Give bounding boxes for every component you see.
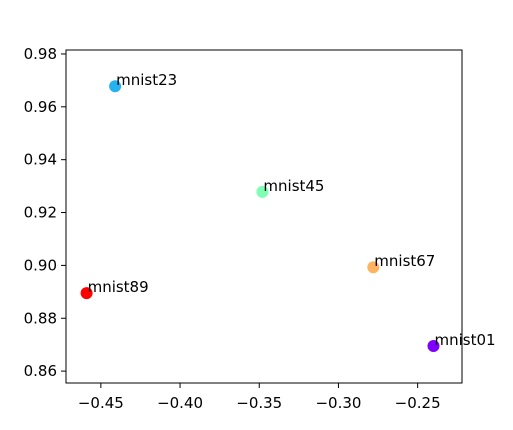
point-label-mnist67: mnist67	[374, 252, 435, 270]
data-point-mnist45	[256, 185, 269, 198]
x-tick-label: −0.35	[236, 394, 282, 412]
point-label-mnist89: mnist89	[88, 278, 149, 296]
y-tick-label: 0.90	[24, 256, 57, 274]
y-tick-label: 0.94	[24, 151, 57, 169]
point-label-mnist01: mnist01	[434, 331, 495, 349]
data-point-mnist01	[427, 340, 440, 352]
data-point-mnist89	[80, 287, 93, 300]
data-point-mnist23	[109, 80, 122, 93]
data-point-mnist67	[367, 261, 380, 274]
point-label-mnist23: mnist23	[116, 71, 177, 89]
x-tick-label: −0.45	[78, 394, 124, 412]
x-tick-label: −0.30	[315, 394, 361, 412]
point-label-mnist45: mnist45	[263, 177, 324, 195]
y-axis: 0.86 0.88 0.90 0.92 0.94 0.96 0.98	[24, 45, 66, 380]
plot-frame	[65, 49, 463, 384]
y-tick-label: 0.88	[24, 309, 57, 327]
y-tick-label: 0.86	[24, 362, 57, 380]
x-tick-label: −0.40	[157, 394, 203, 412]
plot-area	[65, 49, 463, 384]
y-tick-label: 0.92	[24, 204, 57, 222]
y-tick-label: 0.98	[24, 45, 57, 63]
x-axis: −0.45 −0.40 −0.35 −0.30 −0.25	[78, 383, 441, 412]
data-points: mnist01 mnist23 mnist45 mnist67 mnist89	[80, 71, 496, 352]
y-tick-label: 0.96	[24, 98, 57, 116]
x-tick-label: −0.25	[395, 394, 441, 412]
